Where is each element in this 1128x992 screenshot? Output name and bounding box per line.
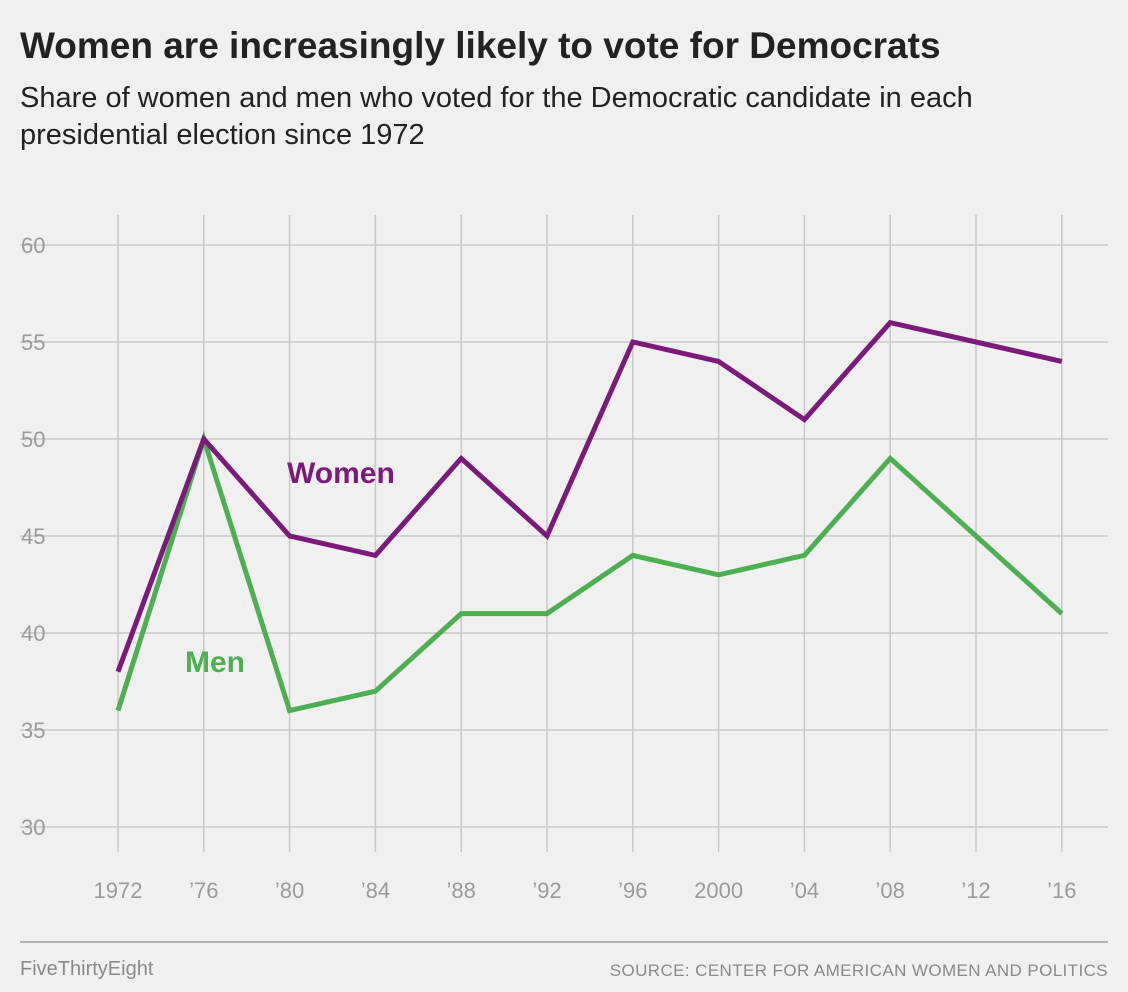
series-line-men [115,430,1064,714]
x-tick-label: ’16 [1047,878,1076,903]
x-tick-label: ’12 [961,878,990,903]
series-label-men: Men [185,646,245,679]
y-tick-label: 30 [21,815,45,840]
grid-layer: 30 35 40 45 50 55 60 1972 ’76 ’80 ’84 ’88 ’92 ’96 2000… [20,215,1108,903]
x-tick-label: ’84 [361,878,390,903]
series-lines-layer [115,319,1064,714]
x-tick-label: ’80 [275,878,304,903]
y-tick-label: 40 [21,621,45,646]
x-tick-label: 1972 [94,878,143,903]
source-note: SOURCE: CENTER FOR AMERICAN WOMEN AND PO… [609,961,1108,980]
x-tick-label: ’08 [876,878,905,903]
x-tick-label: ’04 [790,878,819,903]
series-line-women [115,319,1063,673]
y-tick-label: 60 [21,233,45,258]
series-label-women: Women [287,457,395,490]
chart-title: Women are increasingly likely to vote fo… [20,25,941,66]
x-tick-label: ’88 [447,878,476,903]
brand-logo-text: FiveThirtyEight [20,958,154,980]
y-tick-label: 50 [21,427,45,452]
y-tick-label: 35 [21,718,45,743]
y-tick-label: 55 [21,330,45,355]
line-chart: 30 35 40 45 50 55 60 1972 ’76 ’80 ’84 ’88 ’92 ’96 2000… [20,215,1108,903]
chart-subtitle: Share of women and men who voted for the… [20,82,973,151]
x-tick-label: 2000 [694,878,743,903]
x-tick-label: ’92 [532,878,561,903]
series-labels-layer: Women Men [185,457,395,679]
x-tick-label: ’76 [189,878,218,903]
y-tick-label: 45 [21,524,45,549]
x-tick-label: ’96 [618,878,647,903]
footer-divider [20,941,1108,943]
